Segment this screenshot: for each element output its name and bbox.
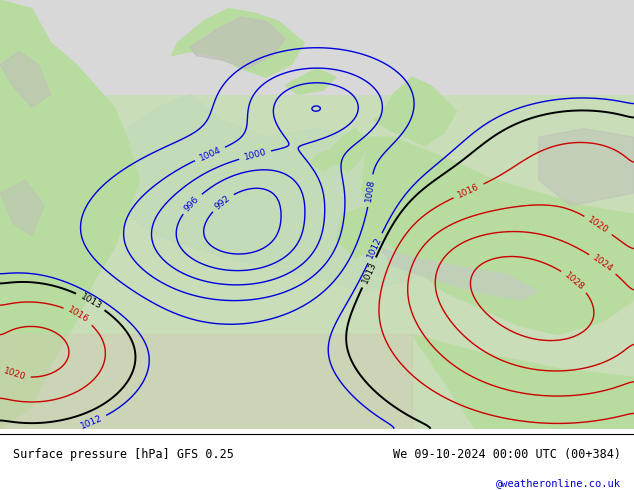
Polygon shape xyxy=(171,8,304,77)
Text: 1004: 1004 xyxy=(198,145,222,163)
Text: 1028: 1028 xyxy=(563,270,586,292)
Polygon shape xyxy=(0,0,634,94)
Polygon shape xyxy=(361,137,634,334)
Text: 1013: 1013 xyxy=(360,260,378,285)
Text: 1020: 1020 xyxy=(3,367,27,382)
Polygon shape xyxy=(412,334,634,429)
Text: 1012: 1012 xyxy=(79,414,103,431)
Polygon shape xyxy=(0,51,51,107)
Polygon shape xyxy=(285,69,336,94)
Polygon shape xyxy=(0,120,634,429)
Text: 1016: 1016 xyxy=(67,305,91,325)
Polygon shape xyxy=(336,206,393,257)
Polygon shape xyxy=(0,180,44,236)
Polygon shape xyxy=(76,94,476,292)
Text: 1000: 1000 xyxy=(243,147,268,162)
Polygon shape xyxy=(190,17,285,69)
Polygon shape xyxy=(380,249,539,300)
Text: 1016: 1016 xyxy=(456,182,481,200)
Polygon shape xyxy=(0,0,139,429)
Text: 1013: 1013 xyxy=(79,292,103,311)
Text: 996: 996 xyxy=(183,194,201,213)
Text: 992: 992 xyxy=(213,194,232,211)
Text: 1020: 1020 xyxy=(586,215,611,235)
Polygon shape xyxy=(311,150,336,172)
Text: We 09-10-2024 00:00 UTC (00+384): We 09-10-2024 00:00 UTC (00+384) xyxy=(393,448,621,461)
Polygon shape xyxy=(374,77,456,146)
Text: Surface pressure [hPa] GFS 0.25: Surface pressure [hPa] GFS 0.25 xyxy=(13,448,233,461)
Polygon shape xyxy=(0,0,634,120)
Polygon shape xyxy=(0,0,634,429)
Polygon shape xyxy=(539,128,634,206)
Text: 1008: 1008 xyxy=(365,179,377,203)
Polygon shape xyxy=(323,128,368,171)
Polygon shape xyxy=(0,334,412,429)
Text: @weatheronline.co.uk: @weatheronline.co.uk xyxy=(496,478,621,488)
Text: 1012: 1012 xyxy=(366,236,384,260)
Text: 1024: 1024 xyxy=(591,253,614,274)
